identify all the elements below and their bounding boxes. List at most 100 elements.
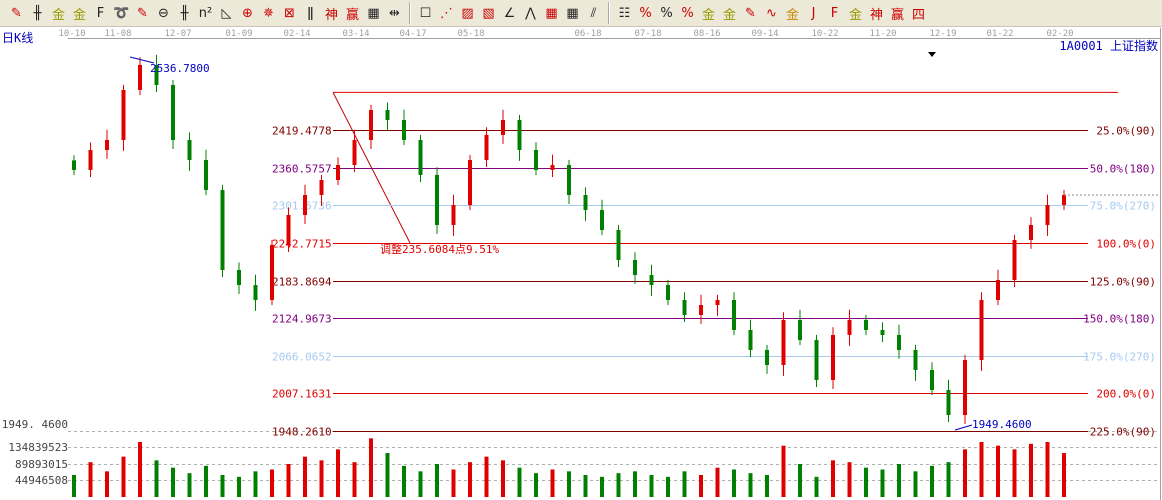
- volume-bar: [319, 460, 324, 497]
- dropdown-triangle-icon[interactable]: [928, 52, 936, 57]
- fib-price-label: 2007.1631: [272, 388, 332, 401]
- candle-body: [402, 120, 406, 141]
- x-tick-label: 08-16: [693, 29, 720, 39]
- gold-angle-icon[interactable]: 金: [848, 7, 862, 23]
- candle-body: [1062, 195, 1066, 205]
- pen-icon[interactable]: ✎: [11, 5, 22, 21]
- square-lines-icon[interactable]: n²: [198, 5, 213, 21]
- candle-body: [220, 189, 225, 271]
- candle-body: [517, 120, 522, 150]
- toolbar-separator: [608, 2, 610, 24]
- adjustment-diagonal-line: [332, 92, 411, 244]
- calendar-icon[interactable]: ▦: [367, 5, 380, 21]
- symbol-label[interactable]: 1A0001 上证指数: [1059, 38, 1158, 53]
- angle-icon[interactable]: ∠: [503, 5, 516, 21]
- volume-bar: [666, 476, 670, 497]
- wave-icon[interactable]: ǁ: [307, 5, 314, 21]
- volume-tick-label: 44946508: [15, 474, 68, 487]
- circle-ruler-icon[interactable]: ⊖: [158, 5, 169, 21]
- x-tick-label: 11-20: [869, 29, 896, 39]
- volume-bar: [682, 471, 687, 497]
- period-lines-icon[interactable]: ☷: [618, 5, 631, 21]
- candle-body: [649, 274, 654, 286]
- candle-body: [286, 215, 291, 245]
- volume-bar: [748, 473, 753, 497]
- gold-split-icon[interactable]: 金: [51, 7, 65, 23]
- volume-bar: [501, 460, 505, 497]
- gold-split-2-icon[interactable]: 金: [72, 7, 86, 23]
- gann-box-icon[interactable]: ⊠: [284, 5, 295, 21]
- candle-body: [979, 299, 984, 361]
- volume-bar: [154, 460, 159, 497]
- fib-percent-label: 25.0%(90): [1096, 125, 1156, 138]
- channel-icon[interactable]: ⫽: [590, 5, 597, 21]
- percent-line-icon[interactable]: %: [639, 5, 652, 21]
- candle-body: [121, 89, 126, 141]
- period-label[interactable]: 日K线: [2, 31, 33, 45]
- volume-bar: [616, 473, 621, 497]
- fib-percent-label: 200.0%(0): [1096, 388, 1156, 401]
- gann-square-icon[interactable]: ▧: [482, 5, 495, 21]
- gold-levels-icon[interactable]: 金: [722, 7, 736, 23]
- low-pointer-line: [954, 424, 973, 431]
- pen-level-icon[interactable]: ✎: [745, 5, 756, 21]
- percent-levels-icon[interactable]: %: [681, 5, 694, 21]
- candle-body: [369, 109, 373, 141]
- volume-bar: [352, 462, 357, 497]
- volume-bar: [72, 475, 76, 497]
- four-angle-icon[interactable]: 四: [911, 7, 925, 23]
- god-line-icon[interactable]: 神: [324, 7, 338, 23]
- gold-circle-icon[interactable]: 金: [701, 7, 715, 23]
- compass-icon[interactable]: ✵: [263, 5, 274, 21]
- volume-bar: [385, 453, 390, 497]
- marker-icon[interactable]: ✎: [137, 5, 148, 21]
- fan-lines-icon[interactable]: ⋰: [440, 5, 453, 21]
- volume-bar: [1045, 442, 1050, 497]
- fib-price-label: 2301.6736: [272, 200, 332, 213]
- f-angle-icon[interactable]: F: [830, 5, 839, 21]
- volume-bar: [732, 469, 736, 497]
- god-angle-icon[interactable]: 神: [869, 7, 883, 23]
- rectangle-icon[interactable]: ☐: [419, 5, 432, 21]
- volume-bar: [930, 465, 934, 497]
- candle-body: [270, 244, 274, 300]
- volume-tick-label: 89893015: [15, 458, 68, 471]
- win-angle-icon[interactable]: 赢: [890, 7, 904, 23]
- volume-bar: [715, 467, 720, 497]
- x-tick-label: 10-10: [58, 29, 85, 39]
- gann-fan-icon[interactable]: ▨: [461, 5, 474, 21]
- sine-icon[interactable]: ∿: [766, 5, 777, 21]
- candle-body: [666, 285, 670, 300]
- fib-price-label: 2124.9673: [272, 313, 332, 326]
- f-line-icon[interactable]: F: [96, 5, 105, 21]
- grid-box-icon[interactable]: ▦: [545, 5, 558, 21]
- volume-bar: [451, 469, 456, 497]
- candle-body: [72, 160, 76, 170]
- x-tick-label: 01-09: [225, 29, 252, 39]
- boxed-icon[interactable]: 赢: [345, 7, 359, 23]
- volume-bar: [814, 476, 819, 497]
- grid-lines-icon[interactable]: ╫: [180, 5, 189, 21]
- target-icon[interactable]: ⊕: [242, 5, 253, 21]
- candle-body: [930, 369, 934, 390]
- zigzag-icon[interactable]: ⋀: [525, 5, 536, 21]
- j-angle-icon[interactable]: J: [811, 5, 816, 21]
- spiral-icon[interactable]: ➰: [113, 5, 130, 21]
- grid-box-2-icon[interactable]: ▦: [566, 5, 579, 21]
- percent-icon[interactable]: %: [660, 5, 673, 21]
- candle-body: [946, 389, 951, 416]
- candle-body: [1029, 224, 1033, 240]
- measure-icon[interactable]: ⇹: [389, 5, 400, 21]
- volume-bar: [303, 456, 307, 497]
- candle-body: [451, 204, 456, 225]
- volume-bar: [1029, 443, 1033, 497]
- volume-bar: [550, 469, 555, 497]
- candle-body: [699, 305, 703, 315]
- high-pointer-line: [129, 56, 155, 64]
- adjustment-label: 调整235.6084点9.51%: [380, 242, 499, 256]
- gold-box-icon[interactable]: 金: [785, 7, 799, 23]
- volume-bar: [484, 456, 489, 497]
- parallel-lines-icon[interactable]: ╫: [33, 5, 42, 21]
- triangle-icon[interactable]: ◺: [221, 5, 232, 21]
- kline-chart: 10-10 11-08 12-07 01-09 02-14 03-14 04-17 05-18…: [0, 27, 1162, 500]
